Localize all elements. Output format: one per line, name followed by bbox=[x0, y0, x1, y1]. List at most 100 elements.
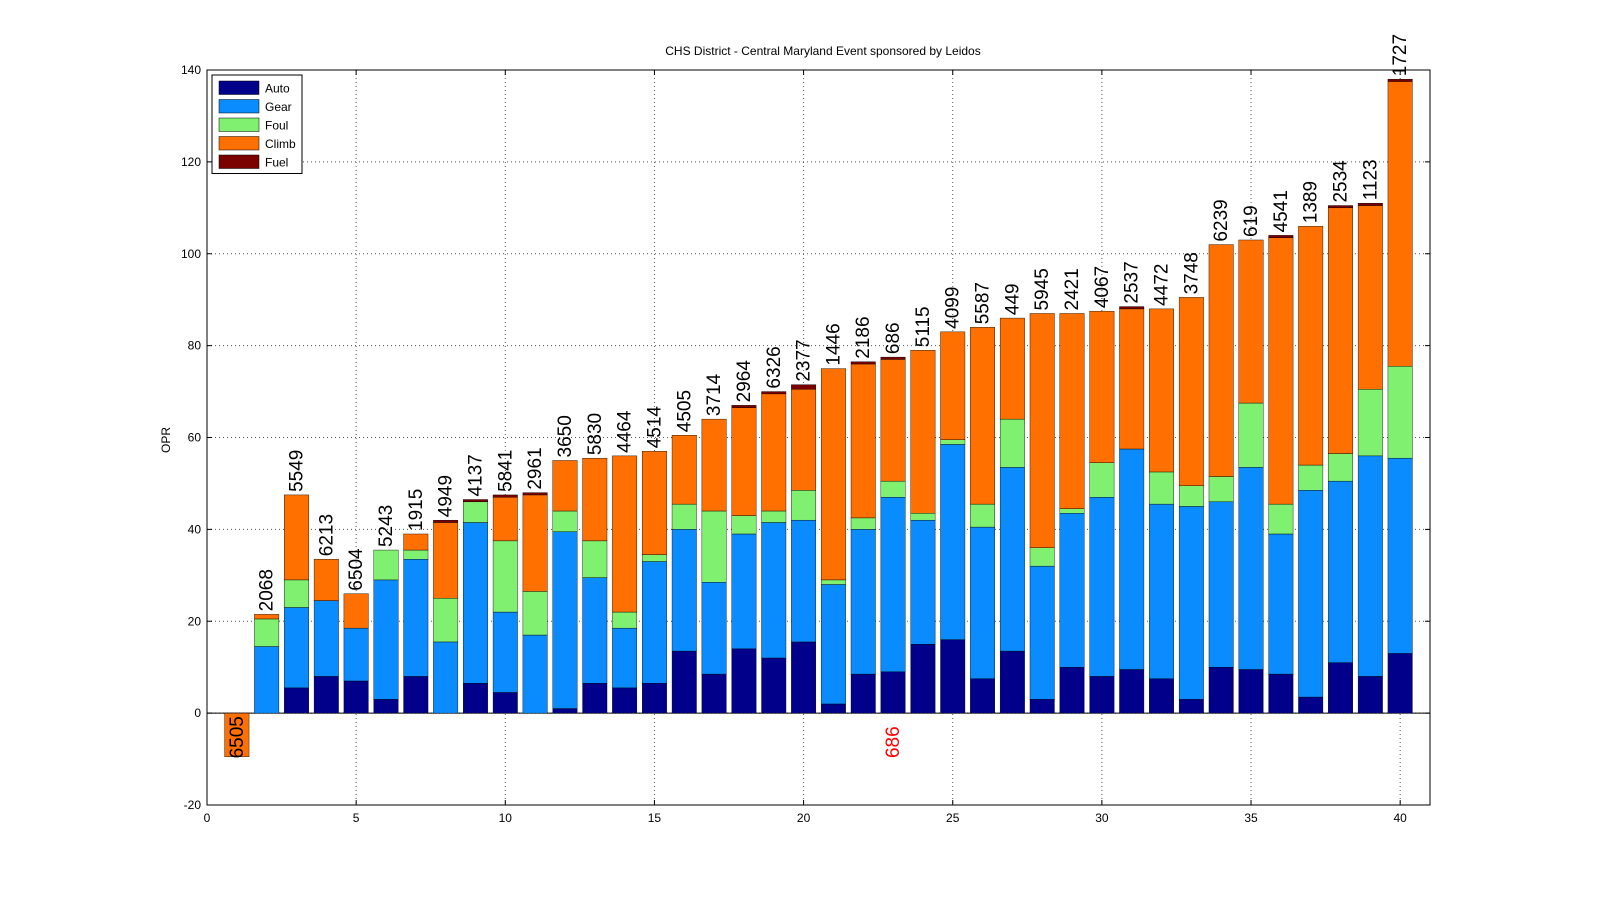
bar-segment-auto bbox=[463, 683, 488, 714]
bar-segment-gear bbox=[1089, 497, 1115, 677]
bar-segment-climb bbox=[701, 418, 727, 512]
bar-segment-gear bbox=[313, 600, 339, 677]
bar-segment-gear bbox=[254, 646, 280, 714]
bar-segment-climb bbox=[671, 435, 697, 505]
bar-segment-auto bbox=[999, 650, 1025, 714]
bar-segment-auto bbox=[1357, 676, 1383, 714]
bar-segment-gear bbox=[1357, 455, 1383, 677]
bar-segment-climb bbox=[1059, 313, 1085, 509]
bar-segment-auto bbox=[940, 639, 966, 714]
team-label: 1446 bbox=[823, 323, 844, 365]
team-label: 6504 bbox=[346, 548, 367, 591]
bar-segment-gear bbox=[284, 607, 309, 689]
team-label: 1915 bbox=[406, 489, 427, 531]
bar-segment-gear bbox=[791, 519, 817, 643]
bar-segment-foul bbox=[1387, 366, 1413, 459]
bar-segment-foul bbox=[671, 503, 697, 530]
x-tick-label: 5 bbox=[353, 811, 360, 825]
bar-segment-fuel bbox=[1387, 78, 1413, 82]
team-label: 5115 bbox=[913, 306, 934, 347]
bar-segment-gear bbox=[522, 634, 548, 714]
bar-segment-gear bbox=[940, 444, 966, 640]
legend-swatch-foul bbox=[218, 117, 260, 132]
bar-segment-foul bbox=[492, 540, 518, 613]
y-tick-label: 60 bbox=[188, 431, 202, 445]
bar-segment-gear bbox=[1298, 490, 1324, 698]
bar-segment-auto bbox=[1178, 699, 1204, 714]
team-label: 5549 bbox=[286, 450, 307, 492]
bar-segment-climb bbox=[1178, 297, 1204, 486]
bar-segment-foul bbox=[999, 418, 1025, 468]
legend-label-gear: Gear bbox=[265, 100, 292, 114]
bar-segment-climb bbox=[403, 533, 429, 551]
bar-segment-climb bbox=[552, 460, 578, 512]
bar-segment-foul bbox=[612, 611, 638, 629]
bar-segment-auto bbox=[1268, 673, 1294, 714]
team-label: 3650 bbox=[555, 415, 576, 457]
y-tick-label: 20 bbox=[188, 614, 202, 628]
legend: Auto Gear Foul Climb Fuel bbox=[211, 74, 303, 174]
bar-segment-gear bbox=[492, 611, 518, 693]
team-label: 2186 bbox=[853, 316, 874, 358]
team-label: 3748 bbox=[1181, 252, 1202, 294]
team-label: 2068 bbox=[257, 569, 278, 611]
bar-segment-auto bbox=[1029, 699, 1055, 714]
team-label: 2537 bbox=[1122, 261, 1143, 303]
y-tick-label: 100 bbox=[181, 247, 201, 261]
team-label: 4067 bbox=[1092, 266, 1113, 308]
team-label: 619 bbox=[1241, 205, 1262, 237]
bar-segment-auto bbox=[642, 683, 667, 714]
team-label: 4949 bbox=[436, 475, 457, 517]
bar-segment-climb bbox=[582, 457, 608, 542]
bar-segment-gear bbox=[1178, 506, 1204, 700]
bar-segment-fuel bbox=[522, 492, 548, 496]
bar-segment-foul bbox=[701, 510, 727, 583]
legend-label-foul: Foul bbox=[265, 119, 288, 133]
team-label: 4099 bbox=[943, 287, 964, 329]
bar-segment-climb bbox=[1328, 207, 1353, 454]
bar-segment-auto bbox=[1149, 678, 1174, 714]
bar-segment-climb bbox=[284, 494, 309, 581]
bar-segment-auto bbox=[373, 699, 399, 714]
bar-segment-climb bbox=[791, 389, 817, 491]
bar-segment-gear bbox=[642, 561, 667, 684]
bar-segment-gear bbox=[1238, 467, 1264, 670]
bar-segment-gear bbox=[1149, 503, 1174, 679]
bar-segment-auto bbox=[820, 703, 846, 714]
bar-segment-climb bbox=[522, 494, 548, 592]
bar-segment-auto bbox=[1119, 669, 1145, 714]
bar-segment-foul bbox=[1149, 471, 1174, 505]
bar-segment-gear bbox=[552, 531, 578, 709]
bar-segment-climb bbox=[1089, 310, 1115, 463]
team-label: 4514 bbox=[644, 406, 665, 449]
bar-segment-climb bbox=[433, 522, 459, 599]
bar-segment-foul bbox=[522, 591, 548, 636]
bar-segment-foul bbox=[761, 510, 787, 523]
team-label: 2377 bbox=[794, 339, 815, 381]
bar-segment-auto bbox=[492, 692, 518, 714]
team-label: 4505 bbox=[674, 390, 695, 432]
y-tick-label: 140 bbox=[181, 63, 201, 77]
team-label: 2964 bbox=[734, 360, 755, 403]
x-tick-label: 20 bbox=[797, 811, 811, 825]
bar-segment-foul bbox=[850, 517, 876, 530]
bar-segment-foul bbox=[582, 540, 608, 578]
bar-segment-climb bbox=[1149, 308, 1174, 473]
team-label: 1727 bbox=[1390, 34, 1411, 76]
x-tick-label: 30 bbox=[1095, 811, 1109, 825]
bar-segment-gear bbox=[1208, 501, 1234, 668]
team-labels: 6505 2068 5549 6213 6504 5243 1915 4949 4137 5841… bbox=[227, 34, 1411, 759]
bar-segment-gear bbox=[1119, 448, 1145, 670]
bar-segment-climb bbox=[1119, 308, 1145, 450]
bar-segment-auto bbox=[701, 673, 727, 714]
y-axis-label: OPR bbox=[159, 427, 173, 453]
bar-segment-foul bbox=[880, 480, 906, 498]
team-label: 5830 bbox=[585, 413, 606, 455]
team-label: 449 bbox=[1002, 283, 1023, 315]
team-label: 3714 bbox=[704, 373, 725, 416]
team-label: 5945 bbox=[1032, 268, 1053, 310]
bar-segment-foul bbox=[731, 515, 757, 535]
bar-segment-climb bbox=[224, 712, 250, 757]
bar-segment-climb bbox=[1238, 239, 1264, 404]
bar-segment-gear bbox=[970, 526, 995, 679]
